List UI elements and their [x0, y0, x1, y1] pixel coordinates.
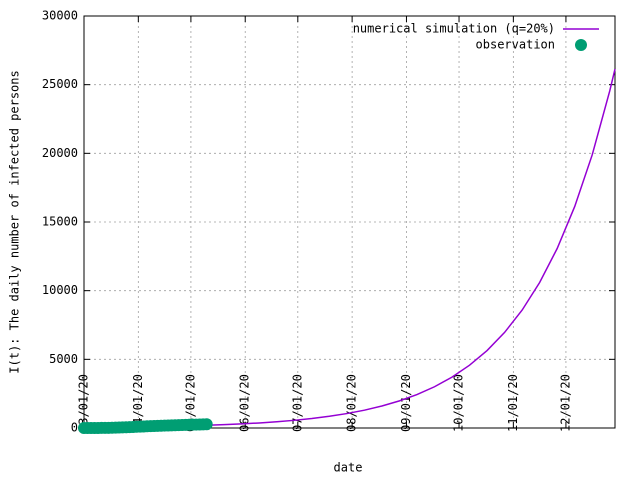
x-tick-label: 11/01/20 — [506, 374, 520, 432]
y-tick-label: 15000 — [42, 215, 78, 229]
x-tick-label: 05/01/20 — [183, 374, 197, 432]
plot-frame — [83, 15, 616, 429]
y-tick-label: 0 — [71, 421, 78, 435]
y-axis-label: I(t): The daily number of infected perso… — [8, 70, 22, 373]
simulation-line — [83, 68, 616, 429]
x-tick-label: 06/01/20 — [238, 374, 252, 432]
observation-point — [200, 418, 213, 431]
y-tick-label: 10000 — [42, 283, 78, 297]
x-tick-label: 12/01/20 — [558, 374, 572, 432]
y-tick-label: 20000 — [42, 146, 78, 160]
x-tick-label: 10/01/20 — [452, 374, 466, 432]
y-tick-label: 30000 — [42, 9, 78, 23]
legend-label: numerical simulation (q=20%) — [353, 22, 555, 36]
y-tick-label: 5000 — [49, 352, 78, 366]
x-tick-label: 09/01/20 — [399, 374, 413, 432]
x-tick-label: 07/01/20 — [290, 374, 304, 432]
x-tick-label: 08/01/20 — [345, 374, 359, 432]
legend-symbol — [575, 39, 587, 51]
legend-label: observation — [476, 38, 555, 52]
x-tick-label: 04/01/20 — [131, 374, 145, 432]
x-axis-label: date — [334, 461, 363, 475]
y-tick-label: 25000 — [42, 77, 78, 91]
